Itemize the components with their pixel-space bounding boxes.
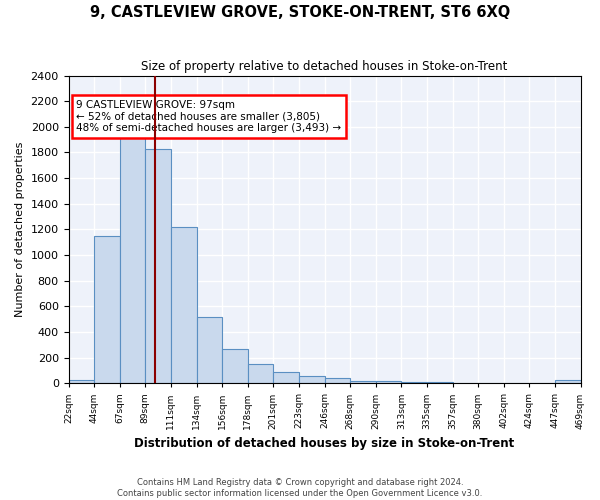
Bar	[145, 148, 171, 384]
Y-axis label: Number of detached properties: Number of detached properties	[15, 142, 25, 317]
Bar	[68, 380, 94, 384]
Text: Contains HM Land Registry data © Crown copyright and database right 2024.
Contai: Contains HM Land Registry data © Crown c…	[118, 478, 482, 498]
Bar	[401, 382, 427, 384]
Bar	[197, 316, 222, 384]
X-axis label: Distribution of detached houses by size in Stoke-on-Trent: Distribution of detached houses by size …	[134, 437, 515, 450]
Bar	[120, 134, 145, 384]
Bar	[325, 378, 350, 384]
Bar	[274, 372, 299, 384]
Bar	[299, 376, 325, 384]
Bar	[248, 364, 274, 384]
Bar	[427, 382, 452, 384]
Text: 9 CASTLEVIEW GROVE: 97sqm
← 52% of detached houses are smaller (3,805)
48% of se: 9 CASTLEVIEW GROVE: 97sqm ← 52% of detac…	[76, 100, 341, 134]
Bar	[94, 236, 120, 384]
Bar	[222, 350, 248, 384]
Bar	[171, 227, 197, 384]
Text: 9, CASTLEVIEW GROVE, STOKE-ON-TRENT, ST6 6XQ: 9, CASTLEVIEW GROVE, STOKE-ON-TRENT, ST6…	[90, 5, 510, 20]
Title: Size of property relative to detached houses in Stoke-on-Trent: Size of property relative to detached ho…	[142, 60, 508, 73]
Bar	[376, 382, 401, 384]
Bar	[350, 381, 376, 384]
Bar	[478, 383, 504, 384]
Bar	[452, 382, 478, 384]
Bar	[555, 380, 581, 384]
